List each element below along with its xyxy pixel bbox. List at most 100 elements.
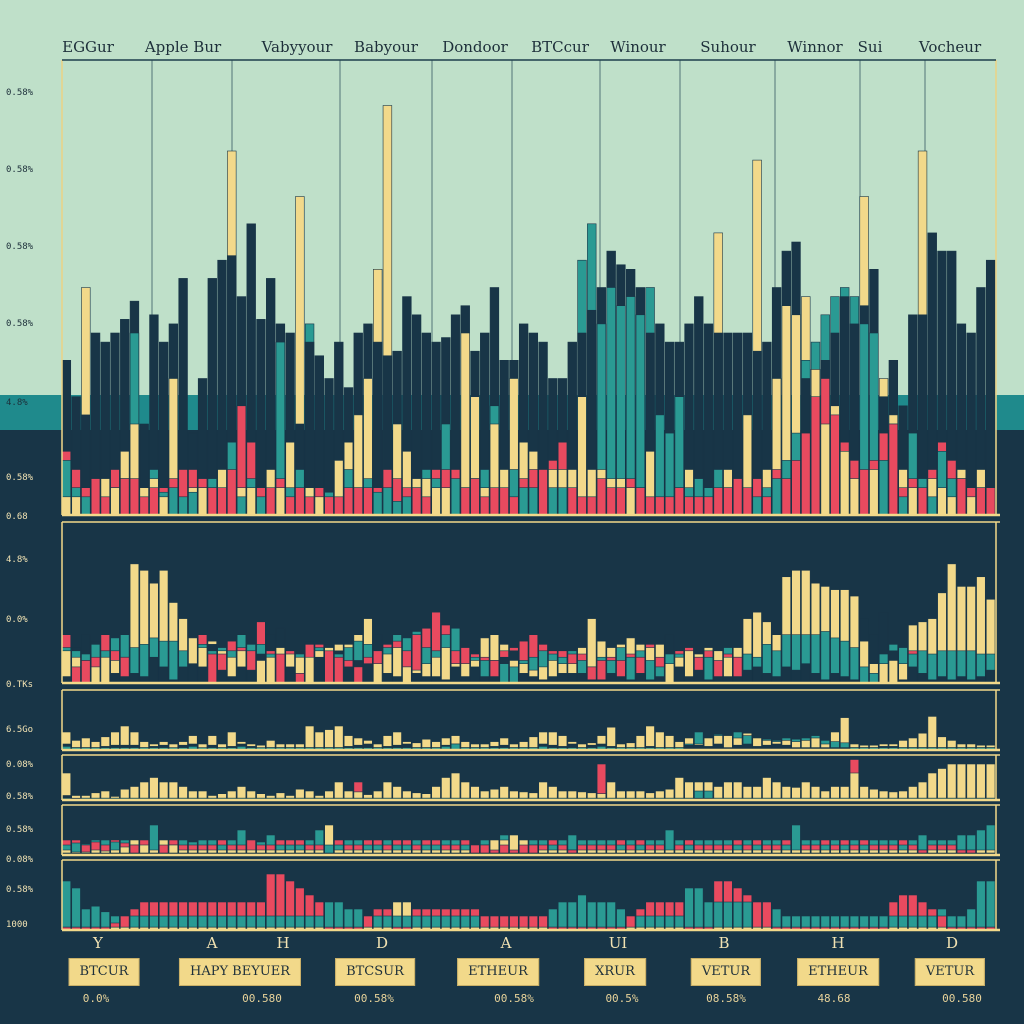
bar-teal — [382, 487, 393, 516]
bar-yellow — [606, 781, 616, 801]
bar-teal — [771, 478, 782, 516]
bar-red — [830, 414, 840, 516]
bar-red — [723, 487, 733, 516]
bar-red — [129, 478, 140, 516]
bar-navy — [908, 666, 918, 684]
bar-teal — [859, 666, 869, 684]
bar-red — [304, 496, 315, 516]
bar-red — [645, 496, 655, 516]
bar-red — [334, 656, 344, 684]
bar-red — [324, 650, 334, 684]
bar-yellow — [304, 725, 315, 751]
category-tag: BTCSUR — [335, 958, 415, 986]
bar-yellow — [625, 487, 636, 516]
bar-yellow — [71, 496, 81, 516]
y-tick-label: 1000 — [6, 920, 28, 930]
bar-navy — [470, 666, 480, 684]
x-letter: Y — [93, 934, 103, 952]
bar-navy — [188, 663, 198, 684]
bar-yellow — [927, 772, 937, 801]
bar-navy — [217, 669, 227, 684]
bar-navy — [411, 673, 422, 684]
bar-teal — [694, 887, 704, 931]
bar-red — [587, 496, 597, 516]
bar-yellow — [947, 763, 957, 801]
top-label: Vocheur — [918, 38, 982, 56]
category-tag: BTCUR — [68, 958, 140, 986]
bar-yellow — [256, 660, 266, 684]
bar-yellow — [324, 729, 334, 751]
bar-yellow — [441, 647, 451, 684]
bar-red — [81, 660, 91, 684]
bar-teal — [606, 901, 616, 931]
bar-navy — [363, 663, 373, 684]
category-tag: ETHEUR — [797, 958, 879, 986]
bar-teal — [557, 901, 568, 931]
bar-teal — [635, 314, 646, 516]
top-label: Apple Bur — [144, 38, 222, 56]
bar-yellow — [266, 656, 276, 684]
bar-red — [752, 901, 762, 931]
y-tick-label: 0.58% — [6, 885, 34, 895]
bar-navy — [256, 319, 266, 516]
bar-teal — [334, 901, 344, 931]
bar-navy — [985, 259, 996, 516]
x-letter: A — [206, 934, 218, 952]
bar-red — [71, 666, 81, 684]
bar-yellow — [149, 777, 159, 801]
bar-yellow — [801, 781, 811, 801]
bar-navy — [985, 669, 996, 684]
bar-yellow — [869, 469, 879, 516]
top-label: Vabyyour — [261, 38, 333, 56]
bar-teal — [742, 901, 753, 931]
bar-red — [781, 478, 791, 516]
bar-yellow — [246, 487, 256, 516]
bar-navy — [752, 666, 762, 684]
bar-red — [363, 487, 373, 516]
bar-yellow — [820, 423, 830, 516]
bar-red — [217, 487, 227, 516]
bar-navy — [343, 666, 354, 684]
bar-teal — [966, 908, 976, 931]
bar-navy — [781, 666, 791, 684]
bar-teal — [587, 901, 597, 931]
bar-red — [810, 396, 821, 516]
bar-yellow — [168, 781, 179, 801]
bar-red — [353, 666, 363, 684]
bar-teal — [684, 887, 694, 931]
bar-yellow — [849, 772, 860, 801]
bar-teal — [509, 666, 519, 684]
bar-teal — [878, 460, 889, 516]
bar-red — [411, 487, 422, 516]
bar-teal — [820, 631, 830, 684]
bar-red — [149, 487, 159, 516]
bar-teal — [849, 647, 860, 684]
y-tick-label: 0.08% — [6, 760, 34, 770]
bar-red — [577, 496, 587, 516]
bar-red — [655, 496, 665, 516]
bar-teal — [616, 908, 626, 931]
bar-navy — [810, 673, 821, 684]
bar-yellow — [840, 450, 850, 516]
bar-red — [635, 487, 646, 516]
y-tick-label: 0.58% — [6, 825, 34, 835]
bar-red — [684, 496, 694, 516]
bar-teal — [343, 908, 354, 931]
footer-value: 00.58% — [494, 992, 534, 1005]
bar-teal — [927, 653, 937, 684]
bar-teal — [733, 901, 743, 931]
bar-navy — [917, 673, 928, 684]
bar-red — [606, 487, 616, 516]
x-letter: D — [945, 934, 959, 952]
y-tick-label: 0.58% — [6, 792, 34, 802]
bar-red — [956, 478, 967, 516]
top-label: Babyour — [354, 38, 418, 56]
bar-red — [489, 487, 500, 516]
bar-red — [694, 496, 704, 516]
bar-teal — [168, 640, 179, 684]
x-letter: H — [276, 934, 290, 952]
bar-red — [917, 487, 928, 516]
bar-teal — [402, 496, 412, 516]
bar-teal — [577, 894, 587, 931]
bar-teal — [625, 656, 636, 684]
